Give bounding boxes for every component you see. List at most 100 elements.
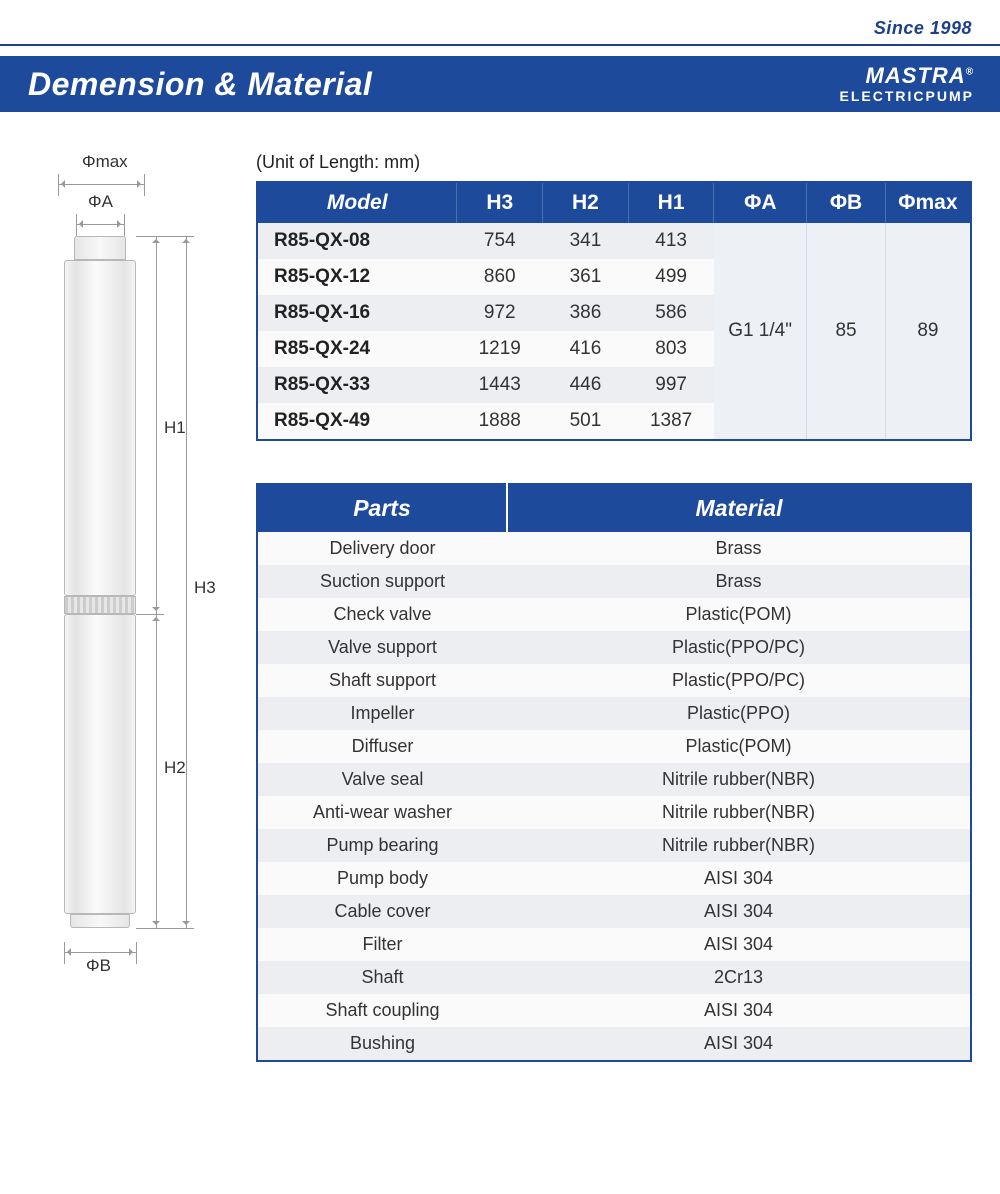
dimensions-table: ModelH3H2H1ΦAΦBΦmax R85-QX-08754341413G1… xyxy=(256,181,972,441)
table-cell: R85-QX-24 xyxy=(257,331,457,367)
table-cell: Suction support xyxy=(257,565,507,598)
pump-lower-body xyxy=(64,614,136,914)
table-cell: Shaft coupling xyxy=(257,994,507,1027)
table-cell: R85-QX-49 xyxy=(257,403,457,440)
col-material: Material xyxy=(507,484,971,532)
table-cell: Bushing xyxy=(257,1027,507,1061)
label-h1: H1 xyxy=(164,418,186,438)
since-rule xyxy=(0,44,1000,46)
label-phimax: Φmax xyxy=(82,152,128,172)
table-cell: AISI 304 xyxy=(507,994,971,1027)
table-cell-merged: G1 1/4" xyxy=(714,223,807,440)
table-cell: Plastic(POM) xyxy=(507,598,971,631)
table-row: Cable coverAISI 304 xyxy=(257,895,971,928)
dim-phia-arrow xyxy=(76,224,124,225)
dim-h1-line xyxy=(156,236,157,614)
table-row: Shaft couplingAISI 304 xyxy=(257,994,971,1027)
dim-h3-line xyxy=(186,236,187,928)
table-cell: R85-QX-12 xyxy=(257,259,457,295)
table-cell: 361 xyxy=(543,259,629,295)
pump-grille xyxy=(64,596,136,614)
table-row: Valve sealNitrile rubber(NBR) xyxy=(257,763,971,796)
since-text: Since 1998 xyxy=(874,18,972,39)
table-cell: 972 xyxy=(457,295,543,331)
table-col-header: ΦA xyxy=(714,182,807,223)
table-cell: R85-QX-16 xyxy=(257,295,457,331)
table-row: Delivery doorBrass xyxy=(257,532,971,565)
label-phib: ΦB xyxy=(86,956,111,976)
tick xyxy=(58,174,59,196)
table-col-header: H3 xyxy=(457,182,543,223)
table-row: Check valvePlastic(POM) xyxy=(257,598,971,631)
table-cell: Brass xyxy=(507,532,971,565)
table-cell: 1888 xyxy=(457,403,543,440)
brand-sub: ELECTRICPUMP xyxy=(840,89,974,103)
table-cell: 446 xyxy=(543,367,629,403)
tick xyxy=(144,174,145,196)
table-row: DiffuserPlastic(POM) xyxy=(257,730,971,763)
table-cell: Impeller xyxy=(257,697,507,730)
table-cell: 1387 xyxy=(628,403,714,440)
content-area: Φmax ΦA H3 H1 H2 xyxy=(0,112,1000,1122)
table-cell: 1219 xyxy=(457,331,543,367)
table-cell: R85-QX-33 xyxy=(257,367,457,403)
table-cell: Plastic(PPO/PC) xyxy=(507,631,971,664)
table-cell: 413 xyxy=(628,223,714,259)
table-row: Suction supportBrass xyxy=(257,565,971,598)
table-row: Pump bearingNitrile rubber(NBR) xyxy=(257,829,971,862)
col-parts: Parts xyxy=(257,484,507,532)
table-cell: Brass xyxy=(507,565,971,598)
table-cell: 586 xyxy=(628,295,714,331)
table-cell: R85-QX-08 xyxy=(257,223,457,259)
brand-name: MASTRA® xyxy=(840,65,974,87)
materials-table: Parts Material Delivery doorBrassSuction… xyxy=(256,483,972,1062)
dim-phib-arrow xyxy=(64,952,136,953)
table-cell: AISI 304 xyxy=(507,862,971,895)
table-cell: 416 xyxy=(543,331,629,367)
table-row: Shaft2Cr13 xyxy=(257,961,971,994)
table-cell: Check valve xyxy=(257,598,507,631)
header-bar: Demension & Material MASTRA® ELECTRICPUM… xyxy=(0,56,1000,112)
pump-upper-body xyxy=(64,260,136,596)
table-cell: Cable cover xyxy=(257,895,507,928)
table-header-row: Parts Material xyxy=(257,484,971,532)
table-cell-merged: 85 xyxy=(807,223,886,440)
tick xyxy=(76,214,77,236)
table-row: ImpellerPlastic(PPO) xyxy=(257,697,971,730)
table-col-header: H1 xyxy=(628,182,714,223)
table-cell: Nitrile rubber(NBR) xyxy=(507,829,971,862)
label-h2: H2 xyxy=(164,758,186,778)
table-cell: 2Cr13 xyxy=(507,961,971,994)
table-cell: 1443 xyxy=(457,367,543,403)
table-cell: AISI 304 xyxy=(507,1027,971,1061)
table-cell: Filter xyxy=(257,928,507,961)
page-title: Demension & Material xyxy=(28,66,372,103)
table-cell: 499 xyxy=(628,259,714,295)
table-cell: 803 xyxy=(628,331,714,367)
table-cell: Anti-wear washer xyxy=(257,796,507,829)
tick xyxy=(136,236,194,237)
label-h3: H3 xyxy=(194,578,216,598)
table-cell: Delivery door xyxy=(257,532,507,565)
table-cell: Pump body xyxy=(257,862,507,895)
dim-h2-line xyxy=(156,614,157,928)
tick xyxy=(64,942,65,964)
table-cell: AISI 304 xyxy=(507,928,971,961)
table-cell: Shaft xyxy=(257,961,507,994)
table-col-header: ΦB xyxy=(807,182,886,223)
table-row: FilterAISI 304 xyxy=(257,928,971,961)
tick xyxy=(136,942,137,964)
table-row: Pump bodyAISI 304 xyxy=(257,862,971,895)
tables-column: (Unit of Length: mm) ModelH3H2H1ΦAΦBΦmax… xyxy=(256,152,972,1062)
diagram-column: Φmax ΦA H3 H1 H2 xyxy=(28,152,228,1062)
table-cell: Pump bearing xyxy=(257,829,507,862)
table-cell: Plastic(PPO) xyxy=(507,697,971,730)
table-cell: Valve support xyxy=(257,631,507,664)
table-cell: 860 xyxy=(457,259,543,295)
table-col-header: Φmax xyxy=(885,182,971,223)
table-col-header: H2 xyxy=(543,182,629,223)
table-row: Shaft supportPlastic(PPO/PC) xyxy=(257,664,971,697)
table-cell: AISI 304 xyxy=(507,895,971,928)
label-phia: ΦA xyxy=(88,192,113,212)
table-cell: 341 xyxy=(543,223,629,259)
